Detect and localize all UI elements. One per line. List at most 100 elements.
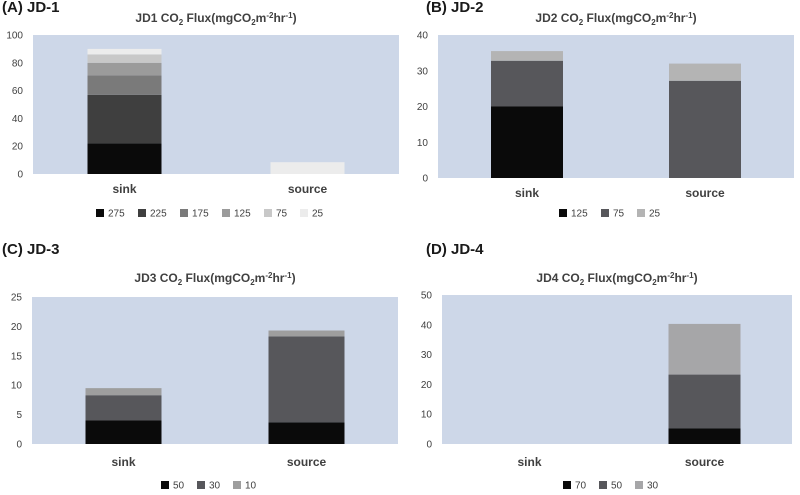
y-tick-label: 100 (6, 31, 23, 42)
panel-jd3: (C) JD-3 JD3 CO2 Flux(mgCO2m-2hr-1) 0 5 10 1… (0, 241, 400, 495)
panel-jd4: (D) JD-4 JD4 CO2 Flux(mgCO2m-2hr-1) 0 10 20… (400, 241, 800, 495)
chart-title-part: 2 (652, 278, 657, 287)
y-tick-label: 15 (11, 351, 23, 362)
legend-label: 75 (276, 209, 288, 220)
legend-swatch (559, 209, 567, 217)
chart-title-part: JD3 CO (134, 271, 177, 285)
bar-segment-source-75 (669, 80, 741, 178)
chart-title-part: JD4 CO (536, 271, 579, 285)
y-tick-label: 5 (16, 410, 22, 421)
y-tick-label: 20 (11, 322, 23, 333)
chart-jd1: JD1 CO2 Flux(mgCO2m-2hr-1)020406080100si… (6, 11, 399, 220)
chart-title-part: JD1 CO (135, 11, 178, 25)
chart-title-part: Flux(mgCO (584, 271, 652, 285)
chart-title-part: -2 (667, 271, 675, 280)
legend-swatch (222, 209, 230, 217)
chart-title-part: ) (694, 271, 698, 285)
category-label: source (685, 186, 725, 200)
legend-label: 275 (108, 209, 125, 220)
legend-label: 30 (647, 481, 659, 492)
legend-label: 25 (649, 209, 661, 220)
legend-swatch (563, 481, 571, 489)
chart-jd3: JD3 CO2 Flux(mgCO2m-2hr-1)0510152025sink… (11, 271, 398, 492)
legend-label: 50 (173, 481, 185, 492)
legend-label: 75 (613, 209, 625, 220)
chart-title-part: JD2 CO (535, 11, 578, 25)
legend-label: 25 (312, 209, 324, 220)
chart-title: JD2 CO2 Flux(mgCO2m-2hr-1) (535, 11, 696, 27)
chart-title: JD4 CO2 Flux(mgCO2m-2hr-1) (536, 271, 697, 287)
bar-segment-sink-10 (85, 388, 162, 396)
bar-segment-source-10 (268, 330, 345, 337)
y-tick-label: 20 (421, 380, 433, 391)
legend-swatch (96, 209, 104, 217)
y-tick-label: 10 (421, 410, 433, 421)
bar-segment-sink-275 (87, 143, 162, 174)
chart-title-part: ) (293, 11, 297, 25)
legend-swatch (233, 481, 241, 489)
bar-segment-sink-225 (87, 94, 162, 144)
panel-label-jd2: (B) JD-2 (426, 0, 484, 16)
legend-swatch (161, 481, 169, 489)
legend-label: 175 (192, 209, 209, 220)
y-tick-label: 10 (11, 381, 23, 392)
bar-segment-sink-75 (491, 60, 563, 107)
chart-title-part: Flux(mgCO (583, 11, 651, 25)
legend-swatch (300, 209, 308, 217)
panel-label-jd4: (D) JD-4 (426, 241, 484, 258)
chart-title-part: -1 (284, 271, 292, 280)
category-label: sink (111, 455, 135, 469)
y-tick-label: 30 (421, 350, 433, 361)
chart-title-part: -2 (266, 11, 274, 20)
chart-title-part: m (656, 11, 667, 25)
bar-segment-sink-30 (85, 395, 162, 421)
bar-segment-sink-75 (87, 54, 162, 63)
y-tick-label: 40 (12, 114, 24, 125)
bar-segment-sink-125 (491, 106, 563, 178)
legend-label: 50 (611, 481, 623, 492)
chart-title-part: hr (673, 11, 685, 25)
chart-title-part: 2 (178, 278, 183, 287)
y-tick-label: 30 (417, 66, 429, 77)
bar-segment-source-70 (668, 428, 741, 444)
bar-segment-sink-25 (87, 48, 162, 55)
chart-title-part: -2 (265, 271, 273, 280)
chart-title-part: hr (272, 271, 284, 285)
bar-segment-source-25 (270, 162, 345, 174)
chart-title: JD1 CO2 Flux(mgCO2m-2hr-1) (135, 11, 296, 27)
y-tick-label: 80 (12, 58, 24, 69)
legend-swatch (601, 209, 609, 217)
legend-swatch (637, 209, 645, 217)
y-tick-label: 20 (417, 102, 429, 113)
category-label: sink (112, 182, 136, 196)
chart-title: JD3 CO2 Flux(mgCO2m-2hr-1) (134, 271, 295, 287)
bar-segment-sink-50 (85, 420, 162, 444)
chart-title-part: -1 (685, 11, 693, 20)
category-label: sink (517, 455, 541, 469)
panel-label-jd3: (C) JD-3 (2, 241, 60, 258)
panel-jd2: (B) JD-2 JD2 CO2 Flux(mgCO2m-2hr-1) 0 10 20… (400, 0, 800, 247)
chart-title-part: 2 (179, 18, 184, 27)
chart-title-part: 2 (250, 278, 255, 287)
bar-segment-source-30 (268, 336, 345, 423)
y-tick-label: 0 (422, 174, 428, 185)
chart-title-part: hr (273, 11, 285, 25)
bar-segment-sink-125 (87, 62, 162, 76)
chart-title-part: Flux(mgCO (182, 271, 250, 285)
category-label: source (685, 455, 725, 469)
y-tick-label: 0 (426, 440, 432, 451)
legend-swatch (138, 209, 146, 217)
legend-label: 10 (245, 481, 257, 492)
category-label: source (288, 182, 328, 196)
chart-title-part: 2 (579, 18, 584, 27)
chart-title-part: 2 (651, 18, 656, 27)
chart-title-part: 2 (580, 278, 585, 287)
y-tick-label: 0 (17, 170, 23, 181)
legend-swatch (264, 209, 272, 217)
y-tick-label: 40 (417, 31, 429, 42)
panel-label-jd1: (A) JD-1 (2, 0, 60, 16)
chart-title-part: -2 (666, 11, 674, 20)
y-tick-label: 25 (11, 293, 23, 304)
bar-segment-source-30 (668, 323, 741, 375)
